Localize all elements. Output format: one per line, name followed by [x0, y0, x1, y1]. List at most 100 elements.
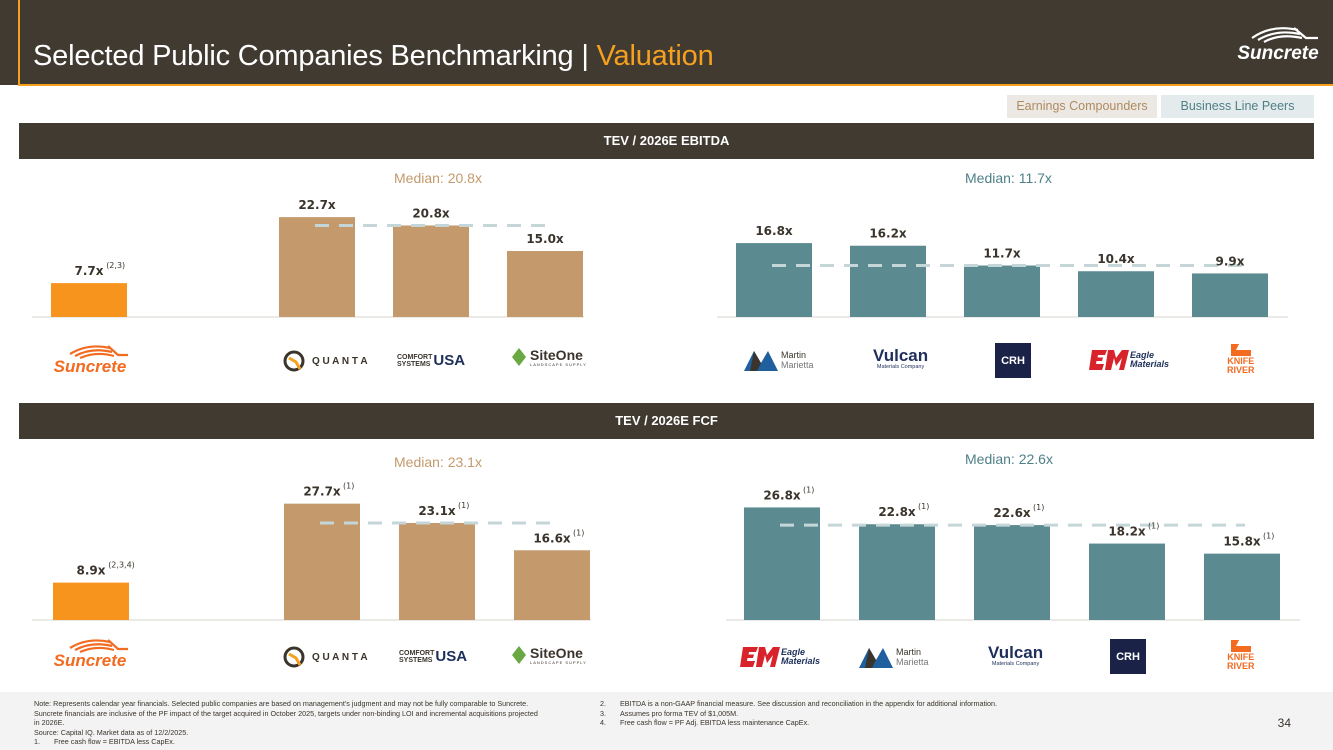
footnote-number: 1.	[34, 737, 40, 746]
bar-quanta	[279, 217, 355, 317]
siteone-tagline: LANDSCAPE SUPPLY	[530, 361, 587, 367]
siteone-leaf-icon	[512, 646, 526, 664]
quanta-wordmark: Q U A N T A	[312, 355, 368, 367]
data-label: 16.6x	[533, 531, 571, 545]
footnote-text: EBITDA is a non-GAAP financial measure. …	[620, 699, 998, 708]
legend-earnings-compounders: Earnings Compounders	[1007, 95, 1157, 118]
systems-word: SYSTEMS	[397, 360, 431, 368]
bar-knife-river	[1204, 553, 1280, 620]
siteone-logo-row2: SiteOne LANDSCAPE SUPPLY	[511, 645, 587, 665]
section-title-fcf: TEV / 2026E FCF	[19, 403, 1314, 439]
note-line: Source: Capital IQ. Market data as of 12…	[34, 727, 189, 737]
suncrete-logo-row2: Suncrete	[52, 636, 132, 670]
bar-crh	[964, 265, 1040, 317]
vulcan-tagline: Materials Company	[876, 364, 925, 370]
comfort-systems-logo-row1: COMFORT SYSTEMS USA	[397, 352, 465, 369]
suncrete-wordmark: Suncrete	[54, 357, 127, 376]
usa-word: USA	[435, 648, 468, 665]
vulcan-wordmark: Vulcan	[988, 643, 1044, 662]
vulcan-wordmark: Vulcan	[873, 346, 929, 365]
median-peers-fcf: Median: 22.6x	[965, 451, 1053, 467]
footnote-1: 1. Free cash flow = EBITDA less CapEx.	[34, 737, 594, 747]
martin-marietta-logo-row1: Martin Marietta	[743, 348, 814, 372]
footnote-marker: (1)	[1033, 503, 1044, 512]
footer-notes-area	[0, 692, 1333, 750]
knife-river-logo-row2: KNIFE RIVER	[1227, 639, 1255, 671]
data-label: 15.8x	[1223, 535, 1261, 549]
footnote-marker: (1)	[573, 528, 584, 537]
data-label: 8.9x	[77, 564, 106, 578]
footnote-text: Free cash flow = EBITDA less CapEx.	[54, 737, 175, 746]
bar-martin-marietta	[859, 524, 935, 620]
eagle-materials-em-icon	[740, 647, 780, 667]
martin-marietta-m-icon	[744, 351, 778, 371]
data-label: 16.2x	[869, 227, 907, 241]
materials-word: Materials	[1130, 359, 1170, 369]
data-label: 11.7x	[983, 247, 1021, 261]
footnote-marker: (1)	[918, 502, 929, 511]
footnote-4: 4. Free cash flow = PF Adj. EBITDA less …	[600, 718, 1160, 728]
suncrete-logo-header: Suncrete	[1237, 27, 1319, 64]
bar-vulcan	[974, 525, 1050, 620]
footnote-marker: (2,3,4)	[108, 561, 135, 570]
footnote-marker: (1)	[1263, 532, 1274, 541]
quanta-wordmark: Q U A N T A	[312, 651, 368, 663]
data-label: 22.6x	[993, 506, 1031, 520]
title-separator: |	[581, 40, 589, 72]
bar-siteone	[514, 550, 590, 620]
note-line: in 2026E.	[34, 718, 65, 727]
marietta-word: Marietta	[781, 360, 814, 370]
data-label: 10.4x	[1097, 252, 1135, 266]
comfort-word: COMFORT	[397, 353, 433, 361]
legend-business-line-peers: Business Line Peers	[1161, 95, 1314, 118]
materials-word: Materials	[781, 656, 821, 666]
header-accent-tick	[18, 0, 20, 86]
martin-marietta-m-icon	[859, 648, 893, 668]
footnote-number: 4.	[600, 718, 606, 727]
bar-suncrete	[51, 283, 127, 317]
martin-word: Martin	[781, 350, 807, 360]
title-accent: Valuation	[596, 40, 714, 72]
data-label: 26.8x	[763, 488, 801, 502]
data-label: 22.8x	[878, 505, 916, 519]
footnote-text: Assumes pro forma TEV of $1,005M.	[620, 708, 739, 718]
quanta-logo-row1: Q U A N T A	[282, 349, 368, 373]
eagle-materials-em-icon	[1089, 350, 1129, 370]
suncrete-logo-icon: Suncrete	[54, 345, 128, 376]
note-line: Note: Represents calendar year financial…	[34, 699, 529, 708]
eagle-materials-logo-row1: Eagle Materials	[1089, 349, 1169, 371]
knife-word: KNIFE	[1227, 652, 1255, 662]
bar-knife-river	[1192, 273, 1268, 317]
title-main: Selected Public Companies Benchmarking	[33, 40, 574, 72]
data-label: 20.8x	[412, 206, 450, 220]
data-label: 7.7x	[75, 264, 104, 278]
suncrete-logo-row1: Suncrete	[52, 342, 132, 376]
footnote-marker: (2,3)	[106, 261, 125, 270]
marietta-word: Marietta	[896, 657, 929, 667]
footnote-2: 2. EBITDA is a non-GAAP financial measur…	[600, 699, 1160, 709]
data-label: 23.1x	[418, 504, 456, 518]
bar-eagle-materials	[1078, 271, 1154, 317]
data-label: 22.7x	[298, 198, 336, 212]
notes-right-column: 2. EBITDA is a non-GAAP financial measur…	[600, 699, 1160, 728]
eagle-word: Eagle	[1130, 350, 1155, 360]
footnote-number: 3.	[600, 708, 606, 718]
eagle-materials-logo-row2: Eagle Materials	[740, 646, 820, 668]
suncrete-logo-icon: Suncrete	[54, 639, 128, 670]
bar-siteone	[507, 251, 583, 317]
footnote-number: 2.	[600, 699, 606, 708]
data-label: 15.0x	[526, 232, 564, 246]
systems-word: SYSTEMS	[399, 656, 433, 664]
knife-word: KNIFE	[1227, 356, 1255, 366]
siteone-wordmark: SiteOne	[530, 644, 583, 661]
siteone-leaf-icon	[512, 348, 526, 366]
martin-word: Martin	[896, 647, 922, 657]
ebitda-bar-chart: 7.7x (2,3) 22.7x 20.8x 15.0x 16.8x 16.2x 11.7x 1…	[32, 198, 1288, 318]
fcf-bar-chart: 8.9x (2,3,4)27.7x (1)23.1x (1)16.6x (1)26.8x…	[32, 482, 1300, 621]
footnote-text: Free cash flow = PF Adj. EBITDA less mai…	[620, 718, 810, 727]
crh-logo-row2: CRH	[1110, 639, 1146, 674]
knife-river-arrow-icon	[1230, 344, 1251, 356]
suncrete-wordmark: Suncrete	[54, 651, 127, 670]
quanta-q-icon	[283, 350, 305, 372]
comfort-systems-logo-row2: COMFORT SYSTEMS USA	[399, 648, 467, 665]
